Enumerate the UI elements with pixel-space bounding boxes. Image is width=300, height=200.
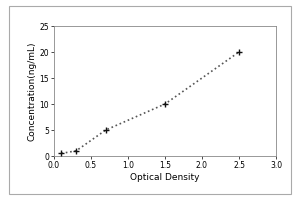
- Y-axis label: Concentration(ng/mL): Concentration(ng/mL): [28, 41, 37, 141]
- X-axis label: Optical Density: Optical Density: [130, 173, 200, 182]
